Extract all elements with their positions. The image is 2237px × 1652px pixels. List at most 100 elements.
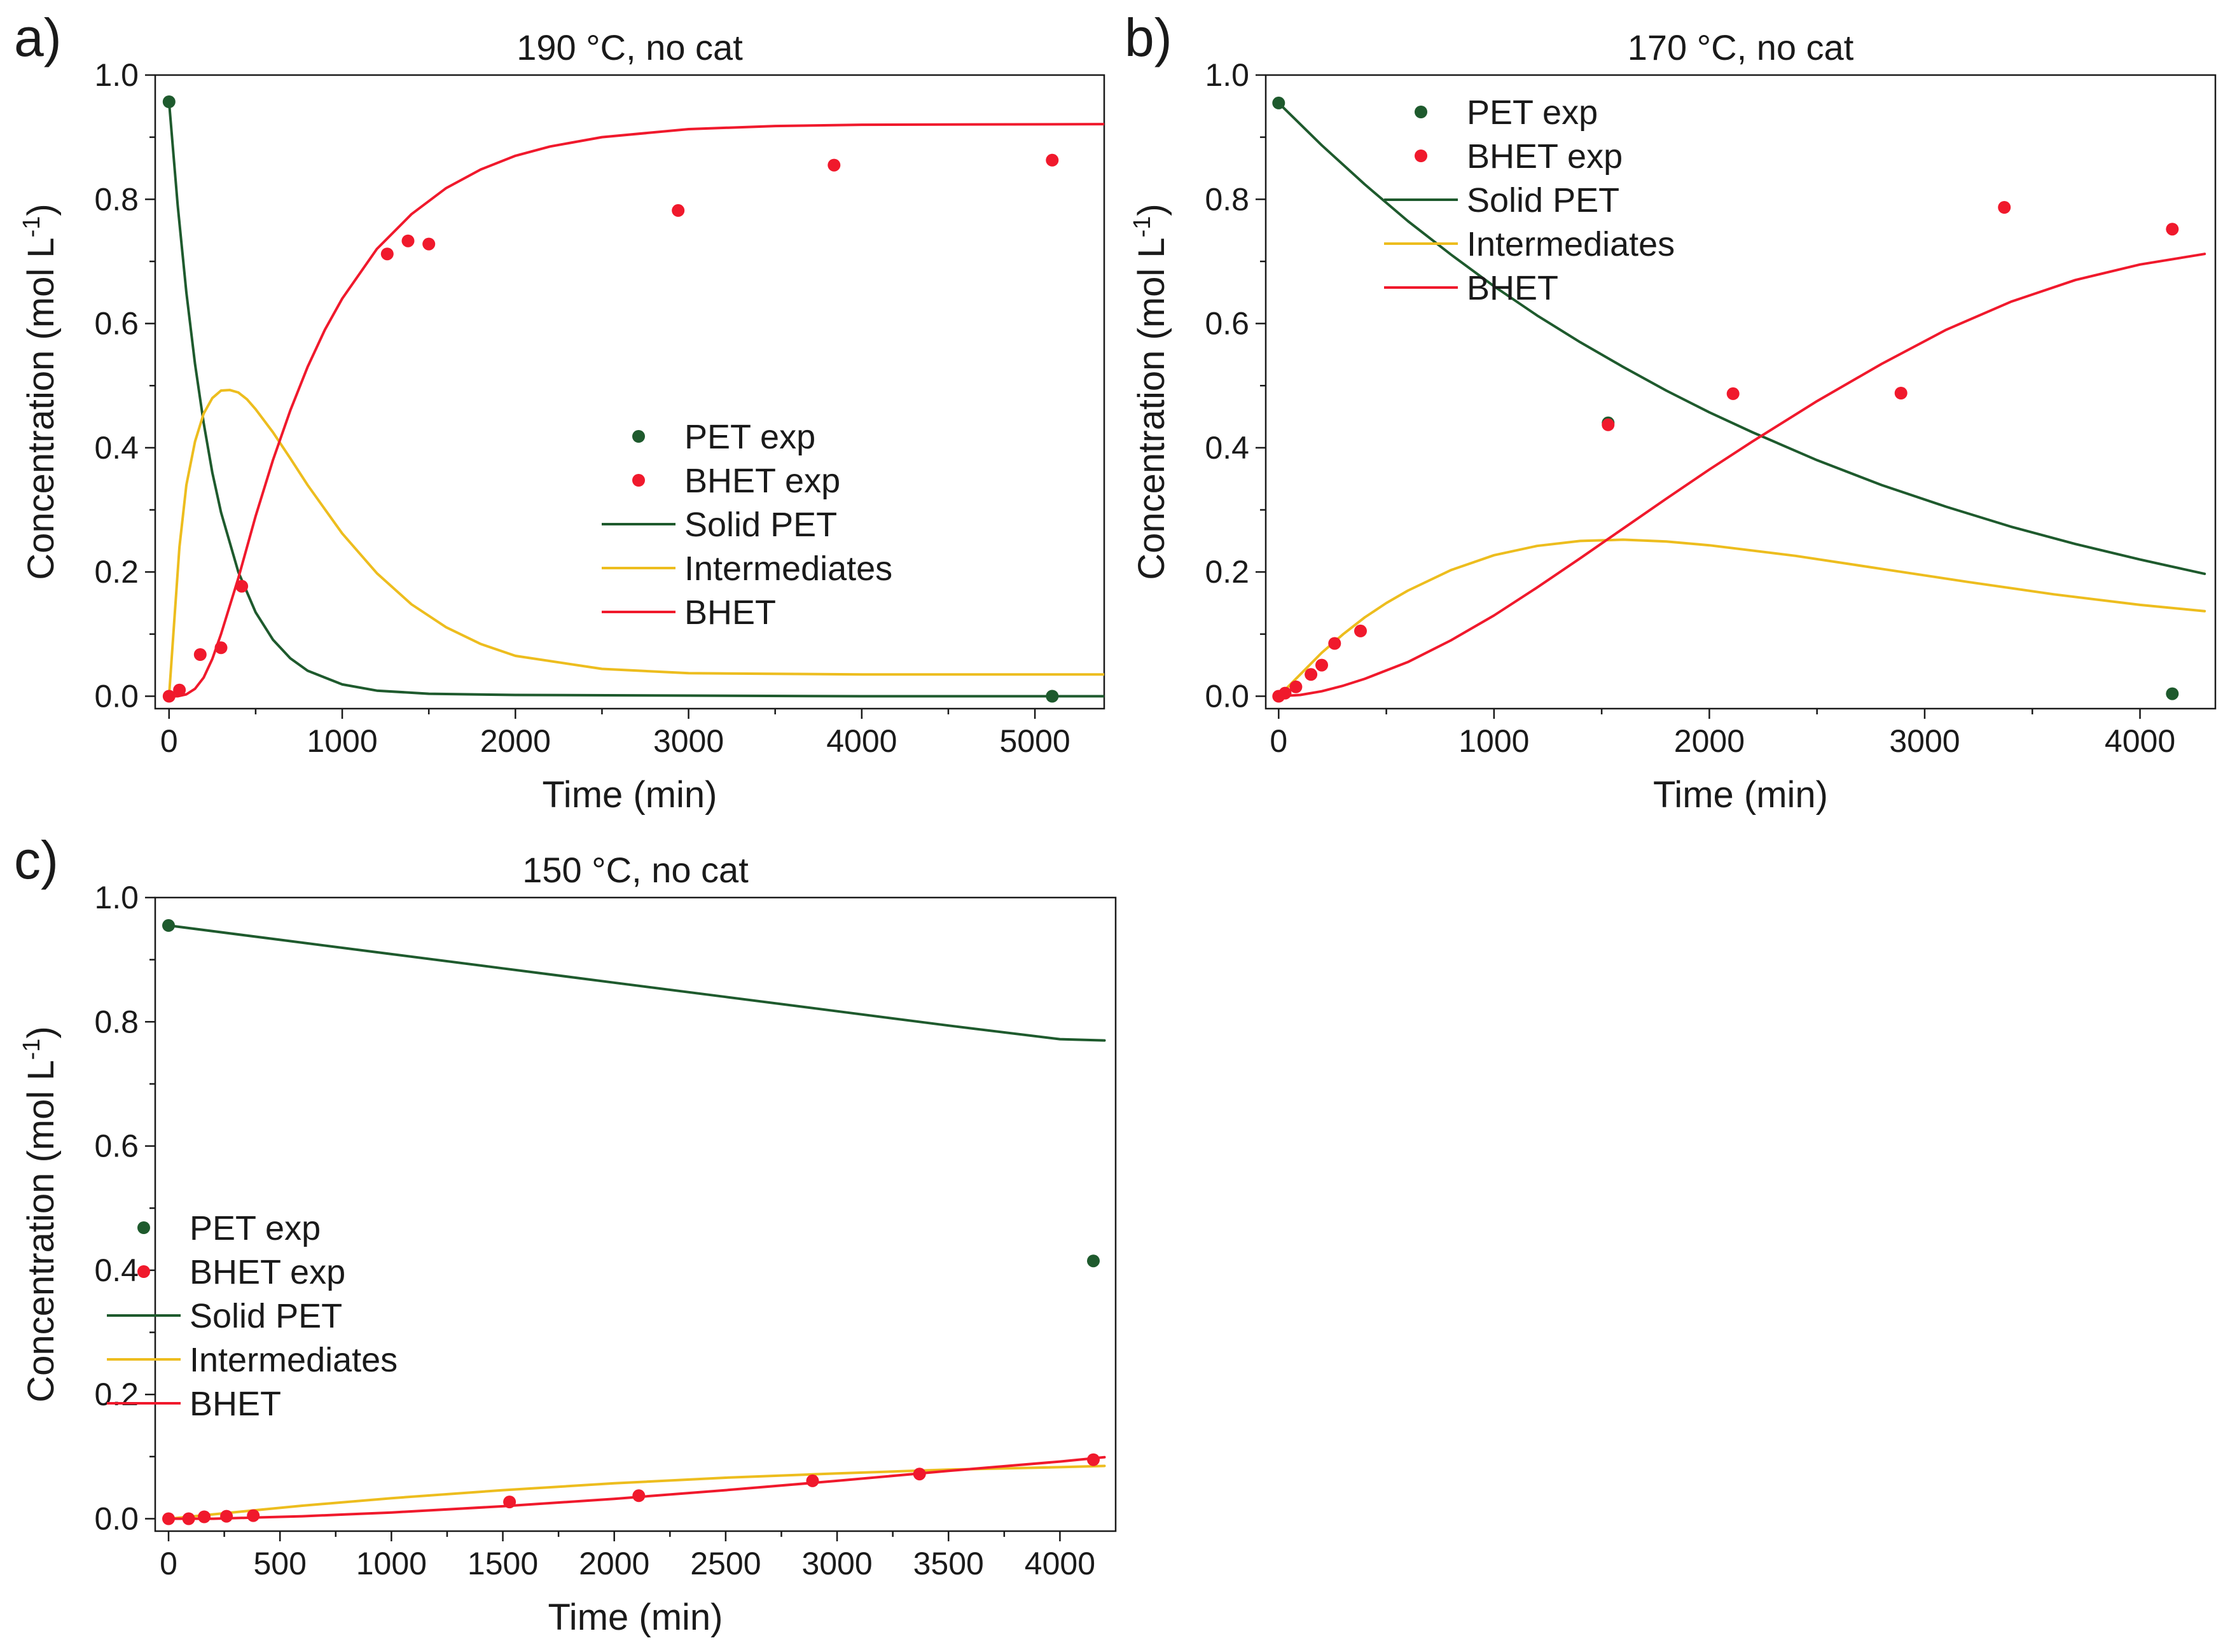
x-tick-label: 1500 [467,1546,538,1581]
legend-label-solid-pet: Solid PET [1467,181,1619,219]
legend-label-bhet: BHET [684,593,776,632]
legend-label-pet-exp: PET exp [684,418,815,456]
x-axis-title: Time (min) [548,1597,723,1638]
y-tick-label: 0.6 [1205,306,1249,342]
x-tick-label: 0 [1270,723,1287,759]
bhet-exp-point [672,204,685,217]
bhet-exp-point [1087,1453,1100,1466]
x-tick-label: 0 [160,723,178,759]
legend-label-bhet-exp: BHET exp [684,462,840,500]
y-tick-label: 1.0 [94,57,139,93]
bhet-exp-point [422,237,436,251]
x-tick-label: 4000 [2105,723,2175,759]
legend-marker-pet-exp [632,430,645,443]
legend: PET exp BHET exp Solid PET Intermediates BHE… [1384,94,1675,307]
x-tick-label: 3500 [913,1546,984,1581]
y-tick-label: 0.4 [1205,430,1249,466]
x-tick-label: 4000 [826,723,897,759]
legend-label-intermediates: Intermediates [190,1341,398,1379]
bhet-exp-point [247,1509,260,1522]
pet-exp-point [1272,96,1285,109]
pet-exp-point [162,95,176,108]
bhet-exp-point [1354,624,1367,637]
intermediates-line [167,389,1104,698]
bhet-exp-point [235,580,249,593]
x-tick-label: 2500 [690,1546,761,1581]
panel-a: 0 1000 2000 3000 4000 5000 0.0 0.2 0.4 0.6 0.8 1.0 T… [14,8,1105,816]
x-tick-label: 3000 [801,1546,872,1581]
legend-marker-pet-exp [137,1221,150,1234]
plot-area [1272,96,2206,703]
bhet-exp-point [503,1496,516,1509]
bhet-exp-point [214,641,228,655]
x-tick-label: 1000 [307,723,377,759]
legend-label-bhet-exp: BHET exp [1467,137,1623,176]
x-tick-label: 1000 [1458,723,1529,759]
x-tick-label: 3000 [653,723,724,759]
bhet-exp-point [1328,637,1341,650]
bhet-line [167,123,1104,698]
bhet-exp-point [2166,223,2179,236]
bhet-exp-point [173,683,186,697]
bhet-exp-point [162,1512,175,1525]
y-tick-label: 0.4 [94,1253,139,1288]
bhet-exp-point [162,690,176,703]
legend: PET exp BHET exp Solid PET Intermediates BHE… [107,1209,398,1423]
intermediates-line [1277,538,2206,698]
bhet-exp-point [1315,658,1328,672]
legend: PET exp BHET exp Solid PET Intermediates BHE… [602,418,892,632]
y-tick-label: 0.0 [94,678,139,714]
legend-marker-pet-exp [1415,106,1427,118]
plot-frame [154,74,1105,710]
bhet-exp-point [380,247,394,261]
x-tick-label: 0 [160,1546,177,1581]
bhet-exp-point [193,648,207,661]
y-tick-label: 0.8 [1205,181,1249,217]
x-axis-title: Time (min) [543,774,717,816]
panel-label: b) [1125,8,1172,67]
y-tick-label: 0.2 [94,554,139,590]
bhet-exp-point [1305,668,1318,681]
bhet-exp-point [1278,686,1292,700]
x-tick-label: 4000 [1025,1546,1095,1581]
legend-marker-bhet-exp [1415,149,1427,162]
y-tick-label: 0.2 [94,1377,139,1412]
y-tick-label: 0.4 [94,430,139,466]
legend-label-solid-pet: Solid PET [684,506,837,544]
panel-c: 0 500 1000 1500 2000 2500 3000 3500 4000 0.0 0.2 0.… [14,830,1117,1638]
bhet-exp-point [632,1489,646,1503]
legend-label-pet-exp: PET exp [190,1209,321,1247]
legend-marker-bhet-exp [632,474,645,487]
bhet-exp-point [806,1474,819,1487]
legend-label-pet-exp: PET exp [1467,94,1598,132]
y-tick-label: 0.6 [94,306,139,342]
bhet-exp-point [182,1512,195,1525]
plot-area [162,95,1104,703]
y-tick-label: 0.6 [94,1128,139,1164]
bhet-exp-point [913,1468,926,1481]
solid-pet-line [167,101,1104,698]
y-axis-title: Concentration (mol L-1) [18,1026,62,1403]
panel-title: 170 °C, no cat [1628,27,1854,67]
solid-pet-line [1277,101,2206,576]
x-tick-label: 1000 [356,1546,427,1581]
y-axis-title: Concentration (mol L-1) [1129,204,1172,580]
x-tick-label: 3000 [1889,723,1960,759]
panel-label: a) [14,8,62,67]
bhet-exp-point [1289,680,1303,693]
bhet-exp-point [1894,387,1908,399]
bhet-exp-point [1998,201,2011,214]
x-tick-label: 5000 [999,723,1070,759]
legend-marker-bhet-exp [137,1265,150,1278]
pet-exp-point [1087,1254,1100,1268]
x-tick-label: 500 [253,1546,306,1581]
bhet-exp-point [1046,153,1059,167]
y-tick-label: 1.0 [1205,57,1249,93]
solid-pet-line [167,924,1106,1042]
y-tick-label: 0.0 [94,1501,139,1536]
legend-label-intermediates: Intermediates [684,550,892,588]
plot-frame [154,896,1117,1532]
x-tick-label: 2000 [579,1546,649,1581]
legend-label-intermediates: Intermediates [1467,225,1675,263]
